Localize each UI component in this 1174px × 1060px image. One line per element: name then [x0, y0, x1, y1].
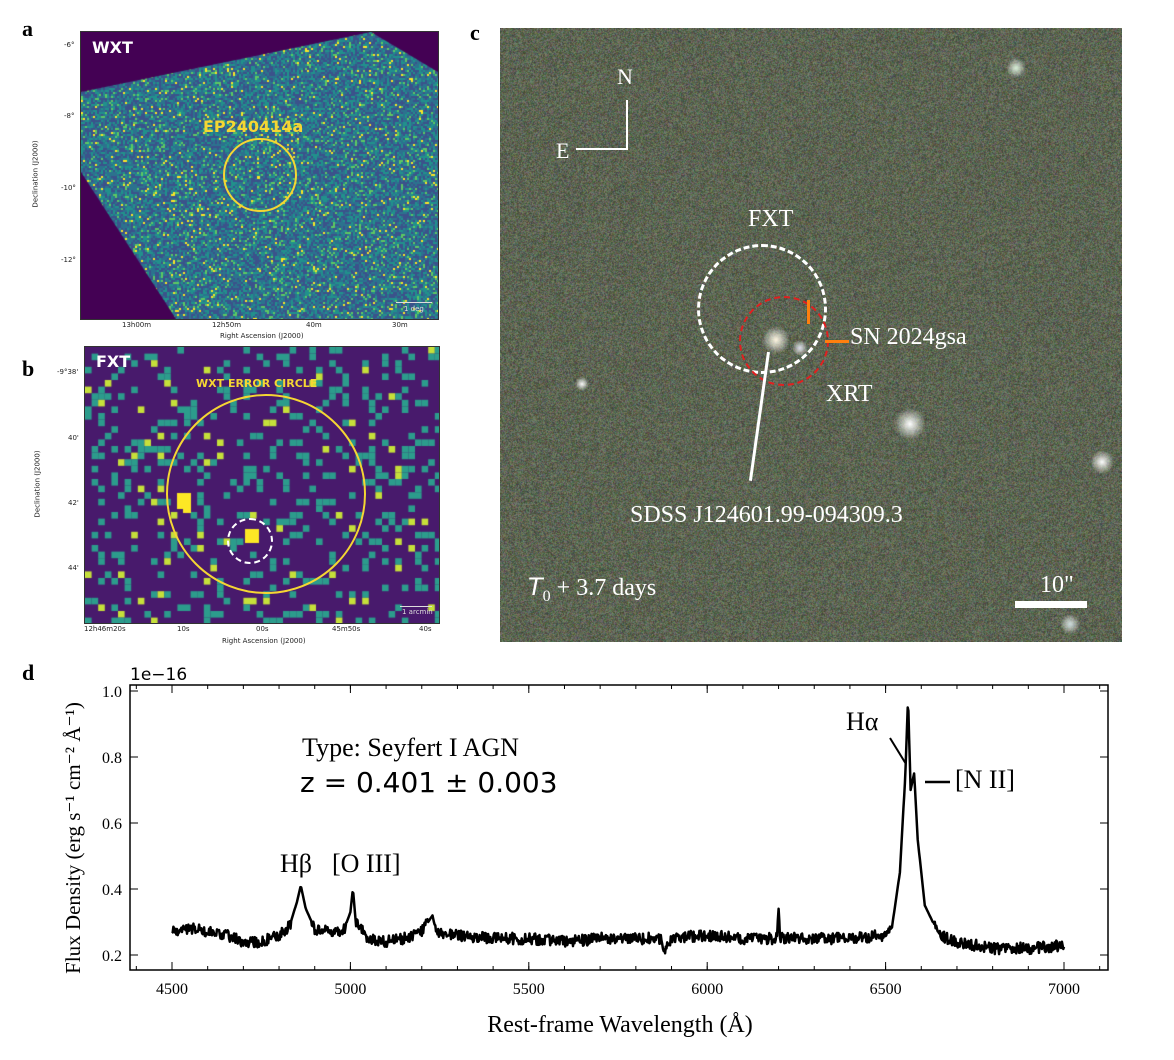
- nii-label: [N II]: [955, 765, 1015, 794]
- fxt-label: FXT: [96, 352, 131, 371]
- fxt-position-circle: [227, 518, 273, 564]
- host-galaxy-label: SDSS J124601.99-094309.3: [630, 502, 903, 528]
- xrt-label: XRT: [826, 381, 873, 407]
- x-tick: 40s: [419, 625, 432, 633]
- type-annotation: Type: Seyfert I AGN: [302, 733, 519, 762]
- y-tick: -8°: [64, 112, 75, 120]
- x-tick-label: 4500: [156, 981, 188, 998]
- y-tick-label: 0.4: [102, 882, 122, 899]
- fxt-label: FXT: [748, 206, 794, 232]
- y-tick: 44': [68, 564, 79, 572]
- sn-label: SN 2024gsa: [850, 324, 967, 350]
- x-tick: 12h50m: [212, 321, 242, 329]
- x-tick: 00s: [256, 625, 269, 633]
- x-tick-label: 7000: [1048, 981, 1080, 998]
- y-tick-label: 0.2: [102, 948, 122, 965]
- x-axis-label: Rest-frame Wavelength (Å): [487, 1012, 753, 1038]
- x-axis-label: Right Ascension (J2000): [220, 332, 304, 340]
- sn-marker-vertical: [807, 300, 810, 324]
- y-tick: -6°: [64, 41, 75, 49]
- x-tick: 45m50s: [332, 625, 361, 633]
- y-tick-label: 1.0: [102, 684, 122, 701]
- panel-label-c: c: [470, 20, 480, 45]
- oiii-label: [O III]: [332, 849, 401, 878]
- scalebar: [400, 606, 432, 607]
- halpha-pointer: [889, 737, 907, 765]
- compass-north-arrow: [626, 100, 628, 150]
- y-tick: 40': [68, 434, 79, 442]
- hbeta-label: Hβ: [280, 849, 312, 878]
- xrt-circle: [739, 296, 829, 386]
- halpha-label: Hα: [846, 707, 879, 736]
- x-tick-label: 6500: [870, 981, 902, 998]
- x-tick-label: 6000: [691, 981, 723, 998]
- y-tick: -12°: [61, 256, 76, 264]
- north-label: N: [617, 64, 633, 89]
- x-tick: 13h00m: [122, 321, 152, 329]
- east-label: E: [556, 138, 570, 163]
- epoch-sub: 0: [542, 587, 551, 605]
- compass-east-arrow: [576, 148, 628, 150]
- scalebar: [1015, 601, 1087, 608]
- x-tick: 30m: [392, 321, 408, 329]
- panel-label-a: a: [22, 16, 33, 41]
- redshift-annotation: z = 0.401 ± 0.003: [300, 766, 558, 799]
- epoch-t: T: [528, 573, 543, 601]
- y-tick-label: 0.8: [102, 750, 122, 767]
- y-tick: -9°38': [57, 368, 79, 376]
- spectrum-line: [171, 706, 1066, 956]
- error-circle-label: WXT ERROR CIRCLE: [196, 377, 318, 390]
- y-axis-label: Declination (J2000): [33, 450, 42, 518]
- scalebar: [396, 302, 432, 303]
- x-tick: 10s: [177, 625, 190, 633]
- wxt-label: WXT: [92, 38, 133, 57]
- panel-label-b: b: [22, 356, 35, 381]
- y-tick: -10°: [61, 184, 76, 192]
- epoch-annotation: T0 + 3.7 days: [528, 573, 656, 606]
- scalebar-label: 1 deg: [404, 305, 424, 313]
- spectrum-chart: 4500 5000 5500 6000 6500 70000.20.40.60.81.0 …: [61, 665, 1109, 1038]
- panel-label-d: d: [22, 660, 35, 685]
- wxt-error-circle: [166, 394, 366, 594]
- sn-marker-horizontal: [825, 340, 849, 343]
- plot-frame: [129, 684, 1109, 971]
- x-tick-label: 5500: [513, 981, 545, 998]
- x-tick-label: 5000: [334, 981, 366, 998]
- source-circle: [223, 138, 297, 212]
- scalebar-label: 10": [1040, 572, 1074, 598]
- source-label: EP240414a: [203, 117, 304, 136]
- x-tick: 12h46m20s: [84, 625, 126, 633]
- y-tick: 42': [68, 499, 79, 507]
- y-offset-label: 1e−16: [130, 665, 187, 685]
- y-axis-label: Flux Density (erg s⁻¹ cm⁻² Å⁻¹): [61, 702, 85, 974]
- x-axis-label: Right Ascension (J2000): [222, 637, 306, 645]
- y-axis-label: Declination (J2000): [31, 140, 40, 208]
- scalebar-label: 1 arcmin: [402, 608, 433, 616]
- x-tick: 40m: [306, 321, 322, 329]
- epoch-label: + 3.7 days: [550, 575, 657, 601]
- y-tick-label: 0.6: [102, 816, 122, 833]
